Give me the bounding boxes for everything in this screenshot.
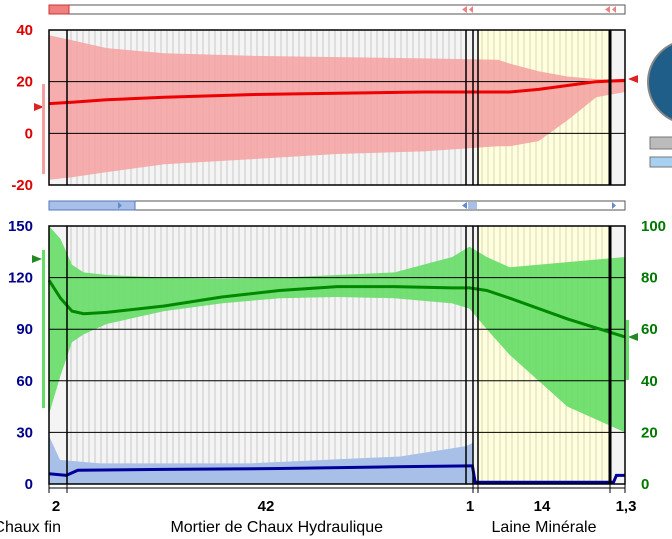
y-tick-label: 60 <box>641 321 658 338</box>
right-boundary-bar <box>626 320 629 380</box>
material-label: Laine Minérale <box>492 519 597 536</box>
scroll-marker-icon <box>612 6 616 13</box>
humidity-grid <box>49 277 625 433</box>
humidity-plot-frame <box>48 225 626 485</box>
middle-scroll-thumb[interactable] <box>48 200 136 211</box>
y-tick-label: 0 <box>25 125 33 142</box>
left-axis: 150 120 90 60 30 0 <box>8 218 33 493</box>
humidity-line <box>47 279 626 339</box>
left-temperature-marker-icon <box>34 103 44 111</box>
gauge-circle-icon <box>647 42 672 122</box>
wall-boundaries <box>66 226 612 484</box>
y-tick-label: 20 <box>16 74 33 91</box>
scroll-marker-icon <box>469 6 473 13</box>
gauge-bar <box>649 156 672 168</box>
material-label: Mortier de Chaux fin <box>0 519 61 536</box>
y-tick-label: 150 <box>8 218 33 235</box>
y-tick-label: -20 <box>11 177 33 194</box>
x-tick-label: 2 <box>52 498 60 515</box>
x-tick-label: 14 <box>534 498 551 515</box>
left-boundary-bar <box>42 84 45 174</box>
scroll-marker-icon <box>462 202 467 209</box>
y-tick-label: 40 <box>641 373 658 390</box>
y-tick-label: 0 <box>641 476 649 493</box>
scroll-marker-icon <box>118 202 122 209</box>
side-gauge <box>647 42 672 168</box>
scroll-marker-icon <box>468 202 477 209</box>
middle-scrollbar[interactable] <box>48 200 626 211</box>
y-tick-label: 30 <box>16 424 33 441</box>
temperature-band <box>49 35 625 180</box>
y-tick-label: 100 <box>641 218 666 235</box>
x-tick-label: 42 <box>258 498 275 515</box>
y-tick-label: 60 <box>16 373 33 390</box>
temperature-line <box>48 78 626 106</box>
right-axis: 100 80 60 40 20 0 <box>641 218 666 493</box>
moisture-band <box>49 435 473 484</box>
left-boundary-bar <box>42 250 45 408</box>
left-humidity-marker-icon <box>32 255 42 263</box>
moisture-line <box>48 464 625 484</box>
y-tick-label: 90 <box>16 321 33 338</box>
scroll-marker-icon <box>612 202 616 209</box>
right-temperature-marker-icon <box>628 75 638 83</box>
top-scrollbar[interactable] <box>48 4 626 15</box>
x-tick-label: 1,3 <box>616 498 637 515</box>
y-tick-label: 40 <box>16 22 33 39</box>
temperature-chart: 40 20 0 -20 <box>11 22 638 194</box>
y-tick-label: 120 <box>8 270 33 287</box>
y-tick-label: 0 <box>25 476 33 493</box>
top-scroll-thumb[interactable] <box>48 4 70 15</box>
material-label: Mortier de Chaux Hydraulique <box>170 519 383 536</box>
x-tick-label: 1 <box>466 498 474 515</box>
y-tick-label: 20 <box>641 424 658 441</box>
humidity-chart: 150 120 90 60 30 0 100 80 60 40 20 0 <box>8 218 666 493</box>
scroll-marker-icon <box>605 6 610 13</box>
right-humidity-marker-icon <box>628 333 638 341</box>
scroll-marker-icon <box>462 6 467 13</box>
y-tick-label: 80 <box>641 270 658 287</box>
temperature-plot-frame <box>48 29 626 186</box>
temperature-grid <box>49 81 625 134</box>
x-axis: 2 42 1 14 1,3 Mortier de Chaux fin Morti… <box>0 484 636 536</box>
gauge-button[interactable] <box>649 136 672 150</box>
temperature-axis: 40 20 0 -20 <box>11 22 33 194</box>
wall-boundaries <box>66 30 612 185</box>
